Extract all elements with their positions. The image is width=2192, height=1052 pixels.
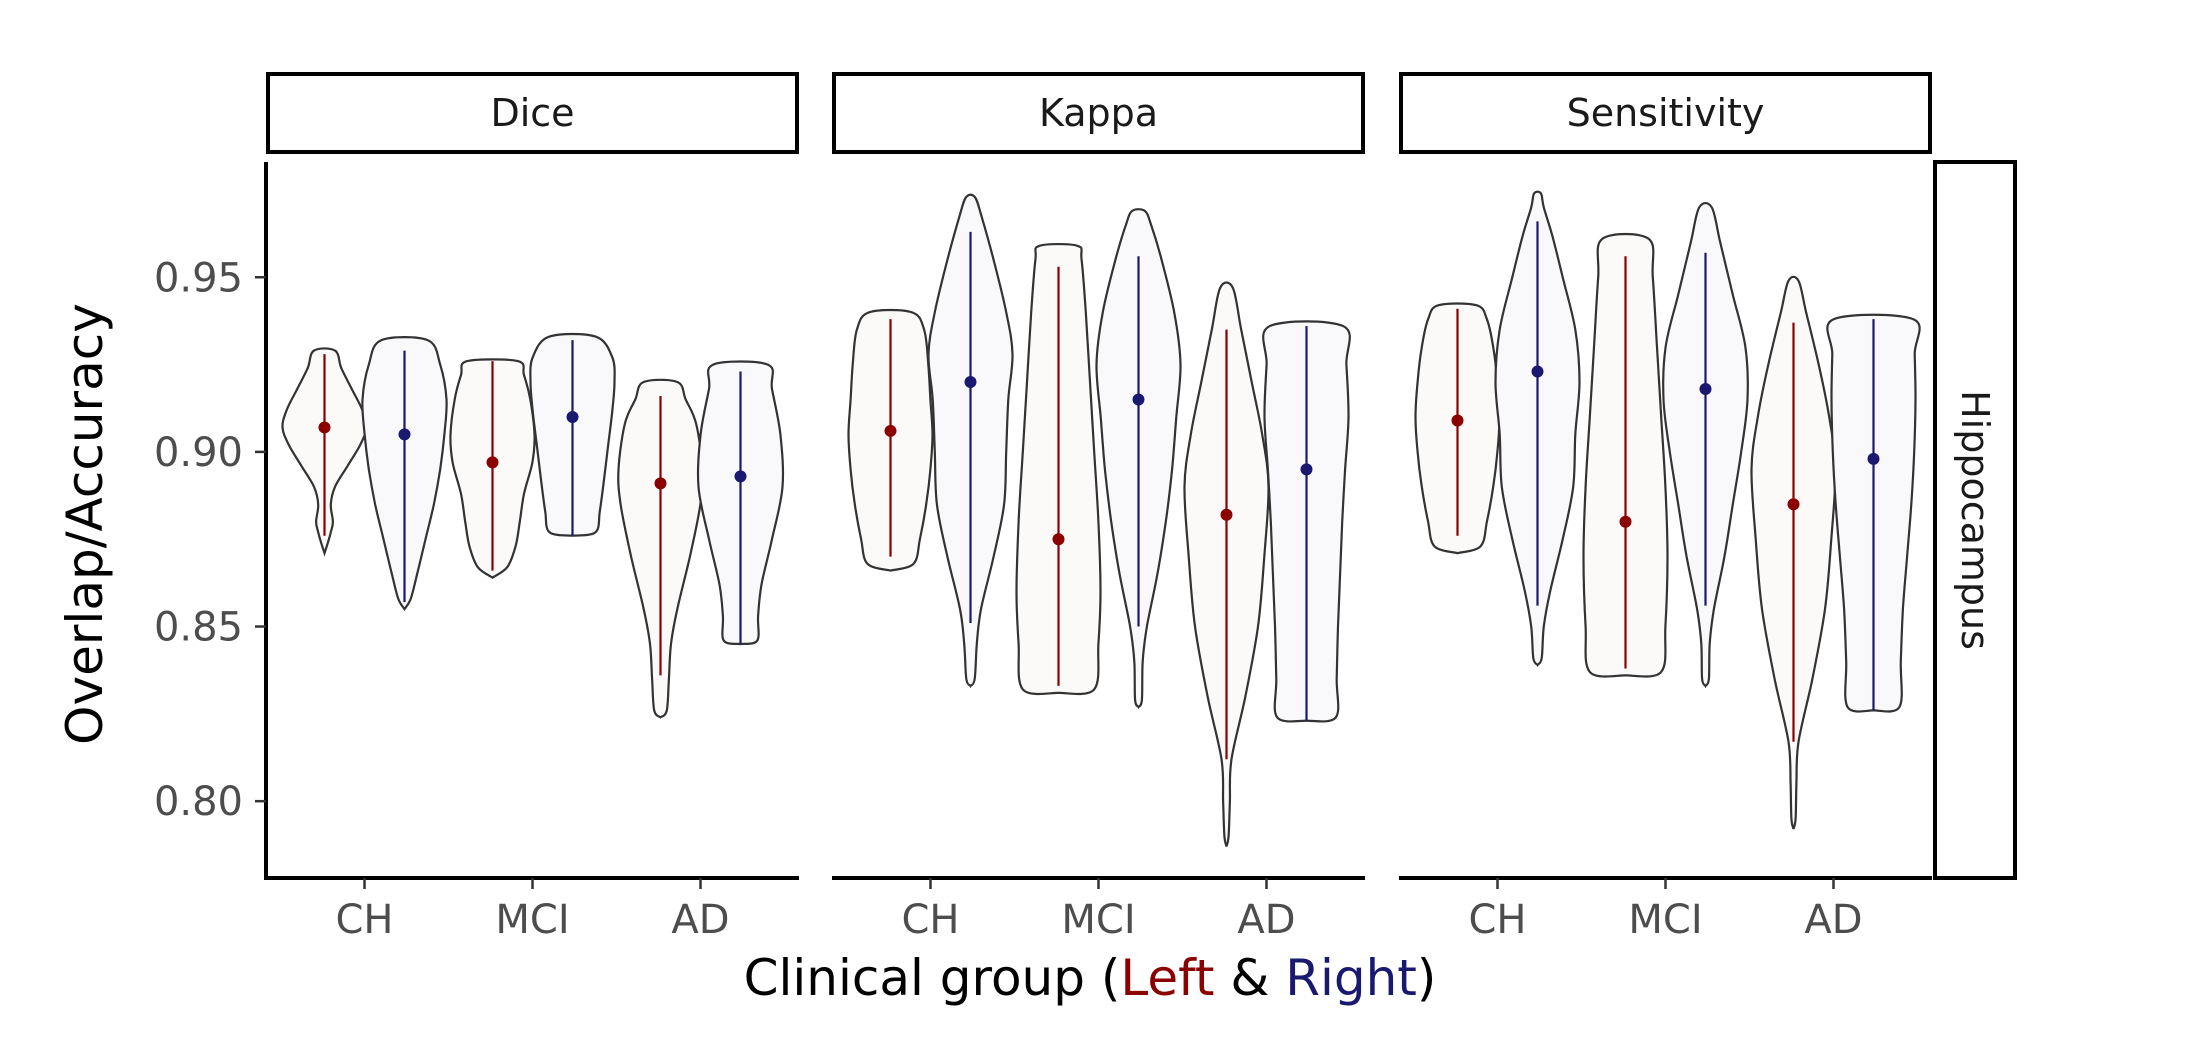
mean-point bbox=[1867, 452, 1880, 465]
x-tick-label: CH bbox=[901, 897, 959, 943]
strip-label: Sensitivity bbox=[1567, 91, 1765, 135]
violin-mci-left bbox=[1582, 232, 1669, 678]
violin-ch-right bbox=[927, 193, 1014, 689]
x-axis-title-part: ) bbox=[1417, 949, 1437, 1007]
violin-ad-left bbox=[1183, 281, 1270, 847]
x-tick-label: CH bbox=[1468, 897, 1526, 943]
violin-ad-left bbox=[1750, 275, 1837, 830]
y-tick-label: 0.90 bbox=[154, 430, 243, 476]
mean-point bbox=[1531, 365, 1544, 378]
mean-point bbox=[486, 456, 499, 469]
mean-point bbox=[566, 410, 579, 423]
violin-mci-left bbox=[449, 358, 536, 579]
x-tick-label: AD bbox=[1804, 897, 1862, 943]
mean-point bbox=[1052, 533, 1065, 546]
panel-sensitivity: Sensitivity CH MCI AD bbox=[1399, 72, 1932, 943]
x-axis-title-part: Right bbox=[1285, 949, 1417, 1007]
facet-row-strip: Hippocampus bbox=[1933, 160, 2017, 880]
mean-point bbox=[884, 424, 897, 437]
mean-point bbox=[318, 421, 331, 434]
x-axis-title-part: & bbox=[1214, 949, 1285, 1007]
violin-mci-right bbox=[1662, 201, 1749, 689]
violin-ch-right bbox=[1494, 190, 1581, 667]
strip-box bbox=[1399, 72, 1932, 154]
panel-dice: Dice CH MCI AD bbox=[264, 72, 799, 943]
y-axis: 0.80 0.85 0.90 0.95 bbox=[154, 255, 266, 825]
mean-point bbox=[1619, 515, 1632, 528]
violin-mci-right bbox=[529, 332, 616, 537]
x-tick-label: CH bbox=[335, 897, 393, 943]
violin-mci-left bbox=[1015, 242, 1102, 696]
violin-mci-right bbox=[1095, 208, 1182, 710]
row-strip-label: Hippocampus bbox=[1953, 390, 1997, 650]
x-axis-title: Clinical group (Left & Right) bbox=[744, 949, 1437, 1007]
strip-box bbox=[832, 72, 1365, 154]
y-axis-title: Overlap/Accuracy bbox=[56, 303, 114, 745]
violin-ad-right bbox=[1262, 320, 1351, 723]
y-tick-label: 0.80 bbox=[154, 779, 243, 825]
violin-ch-left bbox=[847, 308, 934, 572]
violin-ad-left bbox=[617, 378, 704, 719]
strip-label: Kappa bbox=[1039, 91, 1158, 135]
mean-point bbox=[398, 428, 411, 441]
violin-ad-right bbox=[1826, 313, 1921, 713]
violin-ch-left bbox=[281, 347, 368, 557]
panel-kappa: Kappa CH MCI AD bbox=[832, 72, 1365, 943]
mean-point bbox=[1787, 498, 1800, 511]
y-tick-label: 0.95 bbox=[154, 255, 243, 301]
x-tick-label: MCI bbox=[495, 897, 569, 943]
mean-point bbox=[964, 376, 977, 389]
mean-point bbox=[1699, 383, 1712, 396]
violin-ad-right bbox=[696, 360, 785, 646]
x-tick-label: MCI bbox=[1628, 897, 1702, 943]
mean-point bbox=[1451, 414, 1464, 427]
mean-point bbox=[1220, 508, 1233, 521]
strip-box bbox=[266, 72, 799, 154]
x-axis-title-part: Left bbox=[1120, 949, 1214, 1007]
mean-point bbox=[1300, 463, 1313, 476]
violin-ch-right bbox=[361, 336, 448, 612]
mean-point bbox=[734, 470, 747, 483]
strip-label: Dice bbox=[490, 91, 574, 135]
mean-point bbox=[1132, 393, 1145, 406]
x-axis-title-part: Clinical group ( bbox=[744, 949, 1121, 1007]
x-tick-label: AD bbox=[671, 897, 729, 943]
x-tick-label: MCI bbox=[1061, 897, 1135, 943]
mean-point bbox=[654, 477, 667, 490]
y-tick-label: 0.85 bbox=[154, 605, 243, 651]
row-strip-box bbox=[1933, 160, 2017, 880]
x-tick-label: AD bbox=[1237, 897, 1295, 943]
violin-ch-left bbox=[1414, 302, 1501, 555]
facet-panels: Dice CH MCI AD Kappa CH MCI AD Sensitivity CH MCI A… bbox=[264, 72, 1932, 943]
